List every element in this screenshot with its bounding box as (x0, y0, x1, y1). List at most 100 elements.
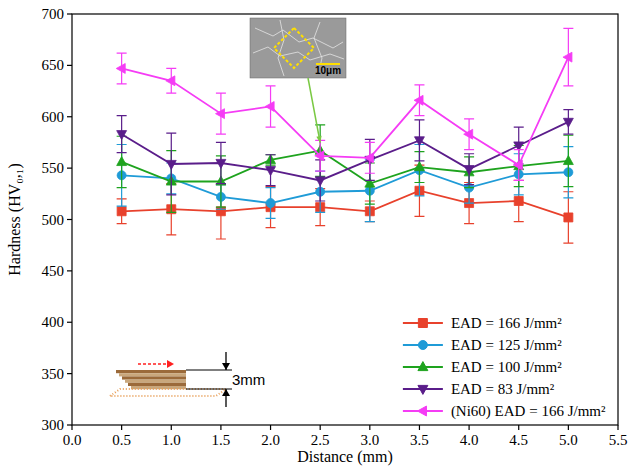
dimension-label: 3mm (232, 371, 265, 388)
layer (125, 380, 186, 383)
data-point (216, 109, 225, 119)
y-tick (67, 424, 72, 425)
dim-arrowhead (222, 363, 230, 370)
error-bar (315, 140, 325, 171)
y-axis-title: Hardness (HV₀,₁) (6, 163, 24, 275)
x-tick (419, 425, 420, 430)
x-tick-label: 5.0 (559, 432, 578, 448)
error-bar (365, 142, 375, 173)
dim-arrowhead (222, 389, 230, 396)
error-bar (266, 86, 276, 127)
legend: EAD = 166 J/mm² EAD = 125 J/mm² EAD = 100 … (403, 315, 606, 420)
error-bar (563, 28, 573, 86)
y-tick (67, 65, 72, 66)
legend-marker (418, 341, 427, 350)
x-tick (171, 425, 172, 430)
error-bar (464, 119, 474, 150)
dim-line (186, 389, 232, 390)
grain-boundaries (253, 20, 344, 76)
data-point (564, 213, 573, 222)
substrate (110, 389, 226, 396)
x-tick (220, 425, 221, 430)
legend-label: EAD = 83 J/mm² (451, 381, 555, 397)
layer (128, 383, 186, 386)
legend-marker (418, 319, 427, 328)
error-bar (414, 85, 424, 116)
x-tick (468, 425, 469, 430)
x-tick-label: 3.0 (360, 432, 379, 448)
layer (122, 376, 186, 379)
error-bar (365, 139, 375, 180)
data-point (464, 129, 473, 139)
data-point (415, 137, 425, 146)
x-tick-label: 4.0 (460, 432, 479, 448)
data-point (563, 118, 573, 127)
y-tick (67, 219, 72, 220)
plot-frame (72, 14, 618, 425)
micrograph-inset: 10μm (250, 18, 346, 78)
micrograph (250, 18, 346, 78)
series-line (122, 122, 569, 181)
x-tick-label: 0.0 (63, 432, 82, 448)
data-point (514, 197, 523, 206)
x-tick-label: 1.5 (212, 432, 231, 448)
error-bar (166, 68, 176, 93)
x-axis-title: Distance (mm) (297, 448, 393, 466)
data-point (414, 95, 423, 105)
data-point (315, 151, 324, 161)
error-bar (216, 93, 226, 134)
scale-label: 10μm (315, 65, 341, 76)
legend-marker (418, 385, 428, 394)
inset-arrow (308, 78, 320, 143)
scan-arrow (138, 363, 168, 365)
data-point (265, 102, 274, 112)
y-tick (67, 168, 72, 169)
series-line (122, 191, 569, 218)
error-bar (563, 192, 573, 243)
data-point (563, 156, 573, 165)
data-point (216, 159, 226, 168)
data-point (166, 76, 175, 86)
data-point (563, 52, 572, 62)
legend-label: EAD = 100 J/mm² (451, 359, 562, 375)
error-bar (266, 187, 276, 228)
data-point (266, 167, 276, 176)
layer (119, 373, 186, 376)
y-tick-label: 450 (42, 263, 65, 279)
y-tick-label: 700 (42, 6, 65, 22)
legend-label: (Ni60) EAD = 166 J/mm² (451, 403, 606, 420)
schematic: 3mm (110, 352, 265, 407)
error-bar (563, 110, 573, 135)
error-bar (117, 116, 127, 153)
y-tick (67, 322, 72, 323)
x-tick (369, 425, 370, 430)
data-point (166, 160, 176, 169)
legend-label: EAD = 166 J/mm² (451, 315, 562, 331)
y-tick-label: 650 (42, 57, 65, 73)
data-point (117, 157, 127, 166)
y-tick (67, 13, 72, 14)
data-point (266, 199, 275, 208)
x-tick (71, 425, 72, 430)
inset-arrowhead (316, 136, 321, 143)
y-tick-label: 600 (42, 109, 65, 125)
x-tick (270, 425, 271, 430)
x-tick (518, 425, 519, 430)
y-tick-label: 400 (42, 314, 65, 330)
legend-label: EAD = 125 J/mm² (451, 337, 562, 353)
y-tick-label: 300 (42, 417, 65, 433)
error-bar (464, 154, 474, 185)
scan-arrowhead (167, 360, 174, 368)
x-tick-label: 3.5 (410, 432, 429, 448)
x-tick-label: 2.5 (311, 432, 330, 448)
error-bar (514, 146, 524, 187)
error-bar (117, 53, 127, 84)
x-tick-label: 5.5 (609, 432, 628, 448)
y-tick (67, 373, 72, 374)
data-point (364, 153, 373, 163)
x-tick-label: 1.0 (162, 432, 181, 448)
x-tick-label: 2.0 (261, 432, 280, 448)
error-bar (414, 120, 424, 161)
x-tick (568, 425, 569, 430)
series-line (122, 151, 569, 184)
